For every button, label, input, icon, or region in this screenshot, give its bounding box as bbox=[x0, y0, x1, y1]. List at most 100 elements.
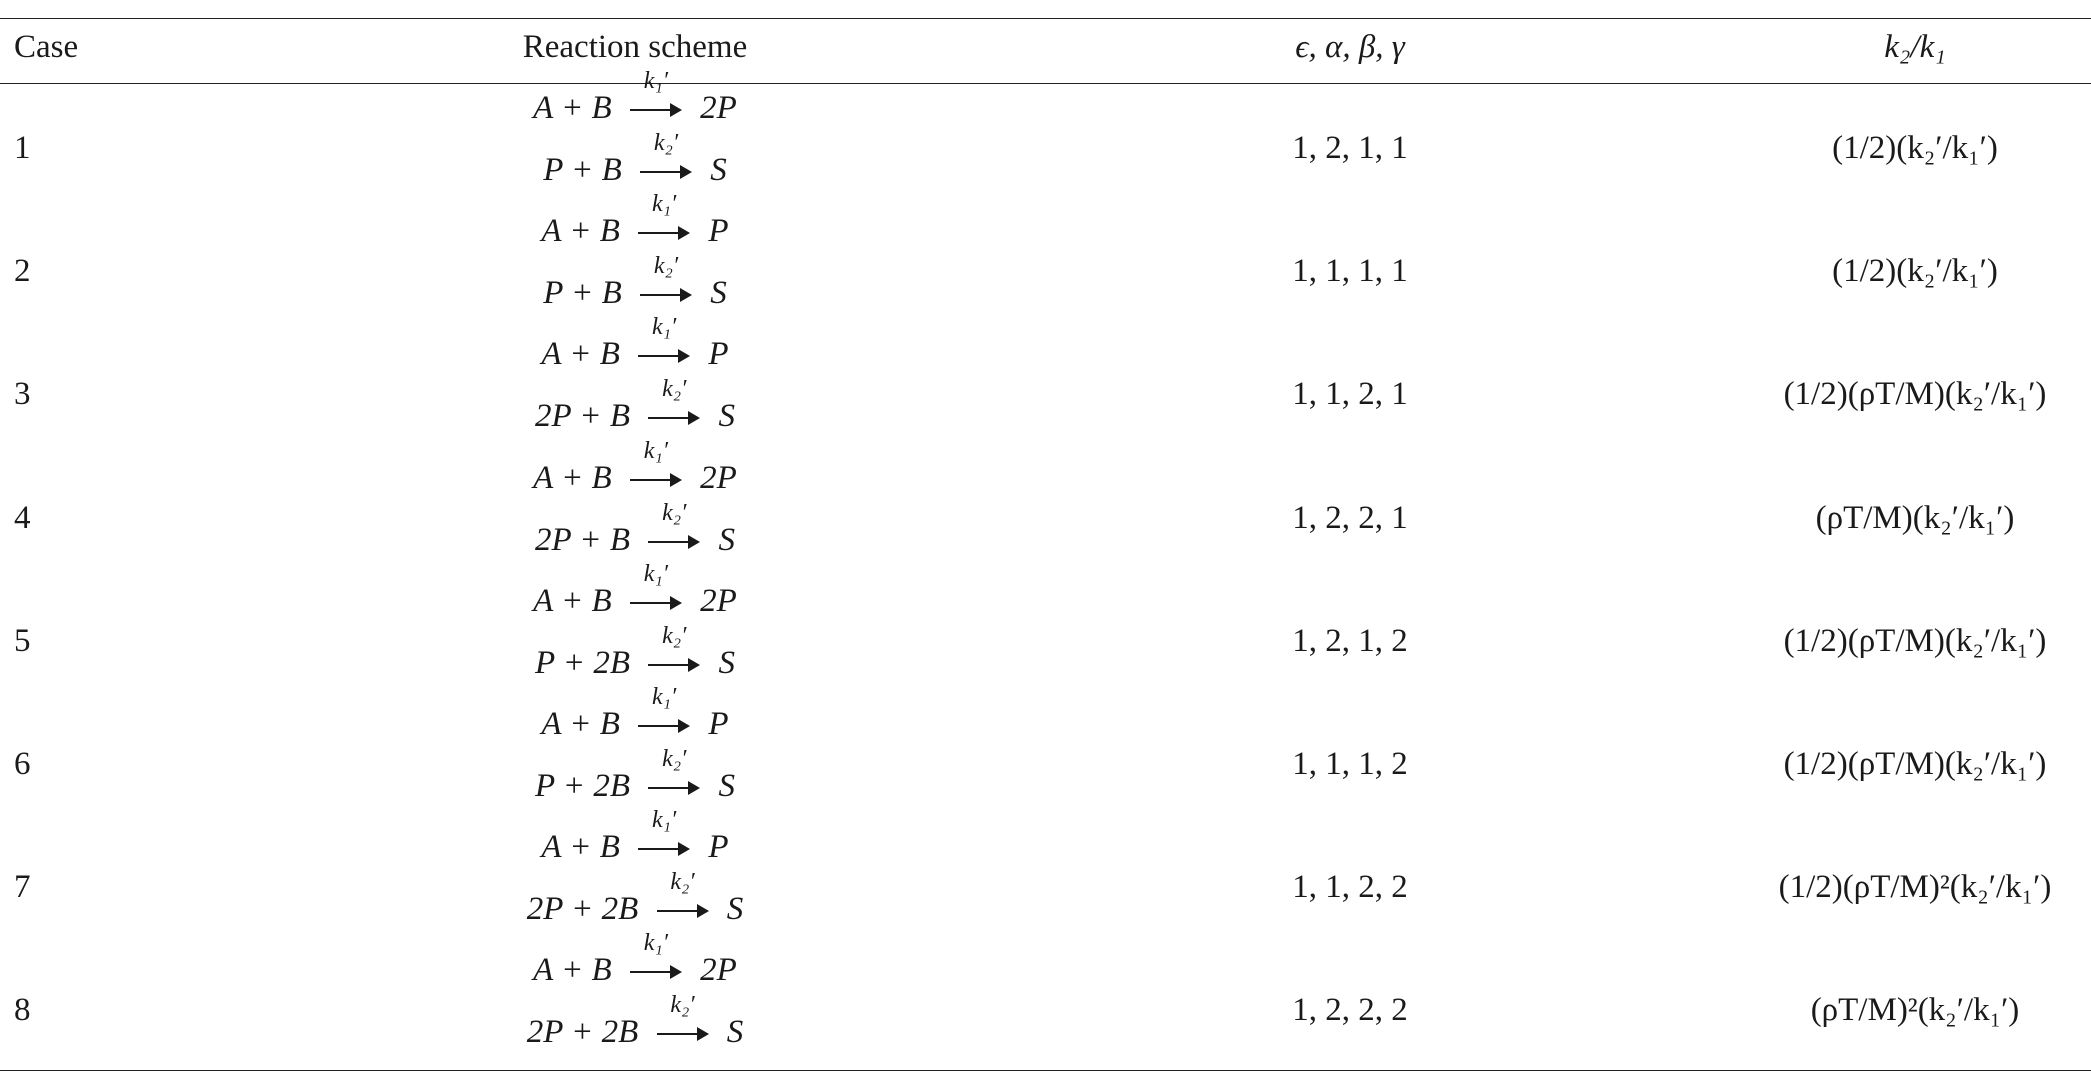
reaction-1-rate-constant: k₁′ bbox=[652, 314, 677, 341]
reaction-2-arrow-icon: → k₂′ bbox=[648, 623, 701, 682]
rate-ratio-value: (ρT/M)²(k₂′/k₁′) bbox=[1810, 992, 2020, 1029]
reaction-step-1: A + B → k₁′ 2P bbox=[0, 930, 1270, 989]
reaction-2-rate-constant: k₂′ bbox=[662, 499, 687, 526]
reaction-1-rate-constant: k₁′ bbox=[643, 560, 669, 587]
header-reaction-scheme: Reaction scheme bbox=[522, 29, 748, 65]
rate-ratio-value: (1/2)(ρT/M)²(k₂′/k₁′) bbox=[1778, 869, 2052, 906]
reaction-1-reactants: A + B bbox=[541, 336, 620, 373]
table-top-rule bbox=[0, 18, 2091, 19]
reaction-1-arrow-icon: → k₁′ bbox=[638, 314, 691, 373]
reaction-2-products: S bbox=[726, 891, 744, 928]
reaction-table: Case Reaction scheme ϵ, α, β, γ k₂/k₁ 1 … bbox=[0, 18, 2091, 1071]
reaction-2-reactants: 2P + 2B bbox=[526, 1014, 639, 1051]
case-number: 7 bbox=[14, 869, 31, 906]
reaction-2-arrow-icon: → k₂′ bbox=[648, 746, 701, 805]
reaction-step-2: P + B → k₂′ S bbox=[0, 130, 1270, 189]
reaction-1-arrow-icon: → k₁′ bbox=[629, 561, 682, 620]
reaction-step-1: A + B → k₁′ 2P bbox=[0, 68, 1270, 127]
table-row: 7 A + B → k₁′ P 2P + 2B → k₂′ S 1, 1, 2,… bbox=[0, 807, 2091, 946]
reaction-step-1: A + B → k₁′ P bbox=[0, 807, 1270, 866]
reaction-1-arrow-icon: → k₁′ bbox=[638, 807, 691, 866]
reaction-1-products: 2P bbox=[700, 582, 737, 619]
parameter-values: 1, 1, 2, 2 bbox=[1292, 869, 1408, 906]
case-number: 8 bbox=[14, 992, 31, 1029]
table-row: 3 A + B → k₁′ P 2P + B → k₂′ S 1, 1, 2, … bbox=[0, 314, 2091, 453]
reaction-1-products: P bbox=[708, 705, 729, 742]
reaction-1-rate-constant: k₁′ bbox=[652, 191, 677, 218]
parameter-values: 1, 1, 2, 1 bbox=[1292, 376, 1408, 413]
header-case: Case bbox=[14, 29, 79, 65]
reaction-1-reactants: A + B bbox=[533, 952, 612, 989]
reaction-1-arrow-icon: → k₁′ bbox=[629, 68, 682, 127]
reaction-1-arrow-icon: → k₁′ bbox=[629, 438, 682, 497]
case-number: 4 bbox=[14, 499, 31, 536]
reaction-1-products: P bbox=[708, 336, 729, 373]
reaction-1-products: 2P bbox=[700, 90, 737, 126]
reaction-2-products: S bbox=[718, 644, 736, 681]
parameter-values: 1, 1, 1, 2 bbox=[1292, 745, 1408, 782]
table-bottom-rule bbox=[0, 1069, 2091, 1071]
reaction-2-products: S bbox=[718, 521, 736, 558]
reaction-1-reactants: A + B bbox=[533, 90, 612, 126]
parameter-values: 1, 1, 1, 1 bbox=[1292, 253, 1408, 290]
reaction-step-2: 2P + 2B → k₂′ S bbox=[0, 992, 1270, 1051]
reaction-2-reactants: 2P + B bbox=[535, 398, 630, 435]
parameter-values: 1, 2, 1, 2 bbox=[1292, 622, 1408, 659]
reaction-1-arrow-icon: → k₁′ bbox=[638, 191, 691, 250]
reaction-2-arrow-icon: → k₂′ bbox=[656, 869, 709, 928]
parameter-values: 1, 2, 2, 1 bbox=[1292, 499, 1408, 536]
table-row: 5 A + B → k₁′ 2P P + 2B → k₂′ S 1, 2, 1,… bbox=[0, 561, 2091, 700]
rate-ratio-value: (1/2)(ρT/M)(k₂′/k₁′) bbox=[1783, 622, 2047, 659]
reaction-2-arrow-icon: → k₂′ bbox=[648, 500, 701, 559]
reaction-1-rate-constant: k₁′ bbox=[652, 807, 677, 834]
reaction-1-rate-constant: k₁′ bbox=[643, 68, 669, 94]
rate-ratio-value: (1/2)(ρT/M)(k₂′/k₁′) bbox=[1783, 376, 2047, 413]
reaction-2-arrow-icon: → k₂′ bbox=[640, 130, 692, 189]
reaction-2-rate-constant: k₂′ bbox=[670, 992, 695, 1019]
rate-ratio-value: (1/2)(k₂′/k₁′) bbox=[1832, 130, 1998, 166]
parameter-values: 1, 2, 1, 1 bbox=[1292, 130, 1408, 166]
case-number: 3 bbox=[14, 376, 31, 413]
reaction-step-2: 2P + B → k₂′ S bbox=[0, 500, 1270, 559]
reaction-2-arrow-icon: → k₂′ bbox=[648, 376, 701, 435]
reaction-2-reactants: P + B bbox=[543, 152, 622, 188]
header-parameters: ϵ, α, β, γ bbox=[1295, 29, 1405, 65]
reaction-2-rate-constant: k₂′ bbox=[653, 130, 679, 156]
reaction-step-1: A + B → k₁′ P bbox=[0, 314, 1270, 373]
reaction-2-products: S bbox=[718, 398, 736, 435]
reaction-2-reactants: P + 2B bbox=[535, 644, 630, 681]
reaction-2-arrow-icon: → k₂′ bbox=[656, 992, 709, 1051]
reaction-1-arrow-icon: → k₁′ bbox=[629, 930, 682, 989]
reaction-step-2: 2P + 2B → k₂′ S bbox=[0, 869, 1270, 928]
reaction-2-rate-constant: k₂′ bbox=[670, 869, 695, 896]
reaction-2-arrow-icon: → k₂′ bbox=[640, 253, 692, 312]
header-rate-ratio: k₂/k₁ bbox=[1884, 29, 1946, 65]
reaction-1-arrow-icon: → k₁′ bbox=[638, 684, 691, 743]
reaction-2-products: S bbox=[710, 275, 727, 312]
reaction-2-products: S bbox=[710, 152, 727, 188]
reaction-1-reactants: A + B bbox=[533, 582, 612, 619]
reaction-step-1: A + B → k₁′ P bbox=[0, 191, 1270, 250]
reaction-1-products: 2P bbox=[700, 952, 737, 989]
case-number: 1 bbox=[14, 130, 31, 166]
reaction-step-1: A + B → k₁′ 2P bbox=[0, 438, 1270, 497]
reaction-1-reactants: A + B bbox=[541, 705, 620, 742]
reaction-2-rate-constant: k₂′ bbox=[662, 622, 687, 649]
reaction-1-rate-constant: k₁′ bbox=[643, 437, 669, 464]
rate-ratio-value: (1/2)(ρT/M)(k₂′/k₁′) bbox=[1783, 745, 2047, 782]
reaction-step-2: P + B → k₂′ S bbox=[0, 253, 1270, 312]
reaction-2-rate-constant: k₂′ bbox=[662, 376, 687, 403]
reaction-2-products: S bbox=[726, 1014, 744, 1051]
reaction-2-products: S bbox=[718, 767, 736, 804]
reaction-step-2: 2P + B → k₂′ S bbox=[0, 376, 1270, 435]
table-row: 2 A + B → k₁′ P P + B → k₂′ S 1, 1, 1, 1… bbox=[0, 191, 2091, 330]
reaction-2-reactants: 2P + 2B bbox=[526, 891, 639, 928]
table-row: 6 A + B → k₁′ P P + 2B → k₂′ S 1, 1, 1, … bbox=[0, 684, 2091, 823]
reaction-1-rate-constant: k₁′ bbox=[652, 683, 677, 710]
case-number: 6 bbox=[14, 745, 31, 782]
reaction-step-1: A + B → k₁′ P bbox=[0, 684, 1270, 743]
reaction-1-reactants: A + B bbox=[541, 829, 620, 866]
reaction-1-products: 2P bbox=[700, 459, 737, 496]
table-row: 8 A + B → k₁′ 2P 2P + 2B → k₂′ S 1, 2, 2… bbox=[0, 930, 2091, 1069]
table-row: 1 A + B → k₁′ 2P P + B → k₂′ S 1, 2, 1, … bbox=[0, 68, 2091, 207]
